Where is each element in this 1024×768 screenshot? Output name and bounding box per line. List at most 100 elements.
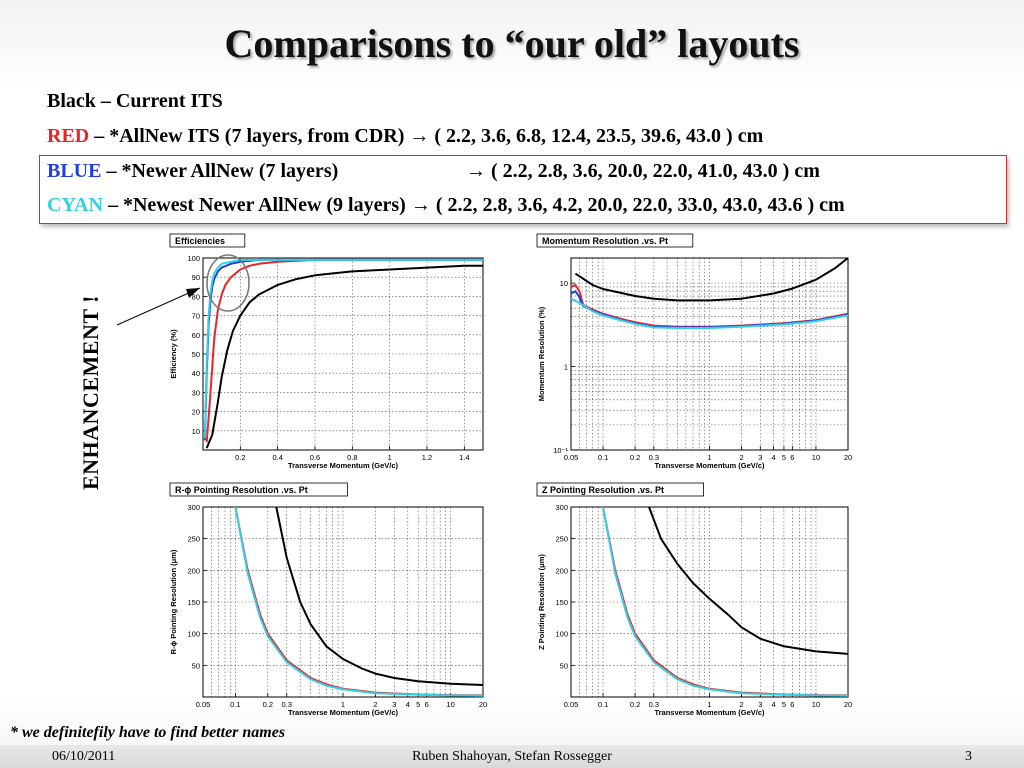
footer-authors: Ruben Shahoyan, Stefan Rossegger [412,749,612,764]
chart-z-ytick-label: 300 [555,503,568,512]
chart-rphi-ytick-label: 300 [187,503,200,512]
chart-rphi-plot-area [203,507,483,697]
chart-mom-ytick-label: 10⁻¹ [553,446,568,455]
chart-mom-ytick-label: 1 [564,363,568,372]
chart-rphi-ytick-label: 250 [187,535,200,544]
chart-eff-xtick-label: 1.2 [422,453,432,462]
slide-title: Comparisons to “our old” layouts [224,21,800,66]
chart-mom-xtick-label: 1 [707,453,711,462]
chart-eff-xtick-label: 1 [388,453,392,462]
legend-cyan-radii: ( 2.2, 2.8, 3.6, 4.2, 20.0, 22.0, 33.0, … [435,194,845,216]
chart-z-title: Z Pointing Resolution .vs. Pt [542,485,664,495]
chart-mom-xtick-label: 2 [739,453,743,462]
chart-eff-title: Efficiencies [175,236,225,246]
legend-black-name: Black [47,90,96,112]
chart-eff-xtick-label: 0.4 [272,453,282,462]
legend-black-text: – Current ITS [95,90,223,112]
chart-rphi-title-box [169,482,348,497]
chart-rphi-title: R-ϕ Pointing Resolution .vs. Pt [175,485,308,495]
legend-red-text: – *AllNew ITS (7 layers, from CDR) [89,125,410,147]
chart-eff-xtick-label: 0.8 [347,453,357,462]
chart-eff-series-cyan [203,258,483,439]
chart-rphi-xtick-label: 3 [392,700,396,709]
chart-mom-xtick-label: 3 [758,453,762,462]
chart-mom-plot-area [571,258,848,450]
chart-z-ytick-label: 100 [555,630,568,639]
chart-eff-series-blue [203,258,483,441]
chart-rphi-series-red [234,507,483,697]
chart-mom-series-blue [571,290,848,329]
legend-cyan-name: CYAN [47,194,103,216]
chart-mom-series-cyan [571,297,848,329]
chart-z-xtick-label: 1 [707,700,711,709]
chart-rphi-xtick-label: 2 [373,700,377,709]
legend-blue-text: – *Newer AllNew (7 layers) [101,160,339,182]
chart-eff-plot-area [203,258,483,450]
footer-date: 06/10/2011 [52,749,116,764]
chart-z-xtick-label: 2 [739,700,743,709]
chart-rphi: R-ϕ Pointing Resolution .vs. Pt 0.05 0.1 0.… [169,482,487,717]
chart-mom-xtick-label: 0.2 [630,453,640,462]
chart-rphi-xtick-label: 0.2 [263,700,273,709]
chart-z-ytick-label: 50 [560,661,568,670]
chart-z-ytick-label: 250 [555,535,568,544]
chart-z-xtick-label: 4 [772,700,776,709]
chart-z: Z Pointing Resolution .vs. Pt 0.05 0.1 0.2 0… [536,482,852,717]
chart-z-frame [570,506,849,698]
legend-blue-name: BLUE [47,160,102,182]
chart-eff-xtick-label: 0.6 [310,453,320,462]
chart-z-plot-area [571,507,848,697]
chart-z-series-cyan [602,507,848,697]
chart-mom-xlabel: Transverse Momentum (GeV/c) [654,461,765,470]
enhancement-arrow-line [116,287,201,326]
chart-rphi-frame [202,506,484,698]
chart-eff-title-box [169,233,246,248]
legend-red-arrow: → [409,125,430,147]
chart-eff-xlabel: Transverse Momentum (GeV/c) [288,461,399,470]
chart-mom-xtick-label: 4 [772,453,776,462]
highlight-box [39,155,1007,224]
chart-mom-ytick-label: 10 [560,279,568,288]
enhancement-arrowhead [186,288,200,298]
chart-rphi-ytick-label: 150 [187,598,200,607]
chart-eff-ytick-label: 70 [192,312,200,321]
chart-eff-ytick-label: 30 [192,388,200,397]
enhancement-circle [206,254,250,312]
chart-z-title-box [536,482,705,497]
chart-eff: Efficiencies 0.2 0.4 0.6 0.8 1 1.2 1.4 10 20 30 40 5… [169,233,484,470]
chart-eff-frame [202,257,484,451]
chart-rphi-series-cyan [234,507,483,697]
chart-z-xtick-label: 10 [812,700,820,709]
chart-mom-series-red [571,284,848,328]
chart-mom-xtick-label: 5 [782,453,786,462]
footer-page-number: 3 [965,749,972,764]
chart-z-xtick-label: 20 [844,700,852,709]
chart-eff-ytick-label: 60 [192,331,200,340]
chart-z-ytick-label: 150 [555,598,568,607]
footer-bar [0,745,1024,768]
chart-z-series-red [602,507,848,697]
chart-eff-xtick-label: 0.2 [235,453,245,462]
chart-eff-ytick-label: 80 [192,292,200,301]
chart-eff-xtick-label: 1.4 [459,453,469,462]
chart-mom-ylabel: Momentum Resolution (%) [537,306,546,401]
chart-eff-ytick-label: 10 [192,427,200,436]
chart-eff-ylabel: Efficiency (%) [169,329,178,379]
chart-z-xtick-label: 0.3 [649,700,659,709]
chart-mom-xtick-label: 0.3 [649,453,659,462]
legend-black: Black – Current ITS [47,90,223,113]
chart-mom-xtick-label: 20 [844,453,852,462]
chart-z-ytick-label: 200 [555,566,568,575]
chart-mom-title-box [536,233,694,248]
chart-eff-ytick-label: 40 [192,369,200,378]
chart-eff-series-red [205,258,483,443]
chart-z-xtick-label: 3 [758,700,762,709]
footnote: * we definitefily have to find better na… [10,724,286,741]
chart-z-xtick-label: 0.2 [630,700,640,709]
chart-z-xlabel: Transverse Momentum (GeV/c) [654,708,765,717]
chart-rphi-xtick-label: 4 [406,700,410,709]
legend-cyan: CYAN – *Newest Newer AllNew (9 layers) →… [47,194,845,217]
chart-rphi-xtick-label: 0.05 [196,700,211,709]
chart-rphi-ytick-label: 200 [187,566,200,575]
